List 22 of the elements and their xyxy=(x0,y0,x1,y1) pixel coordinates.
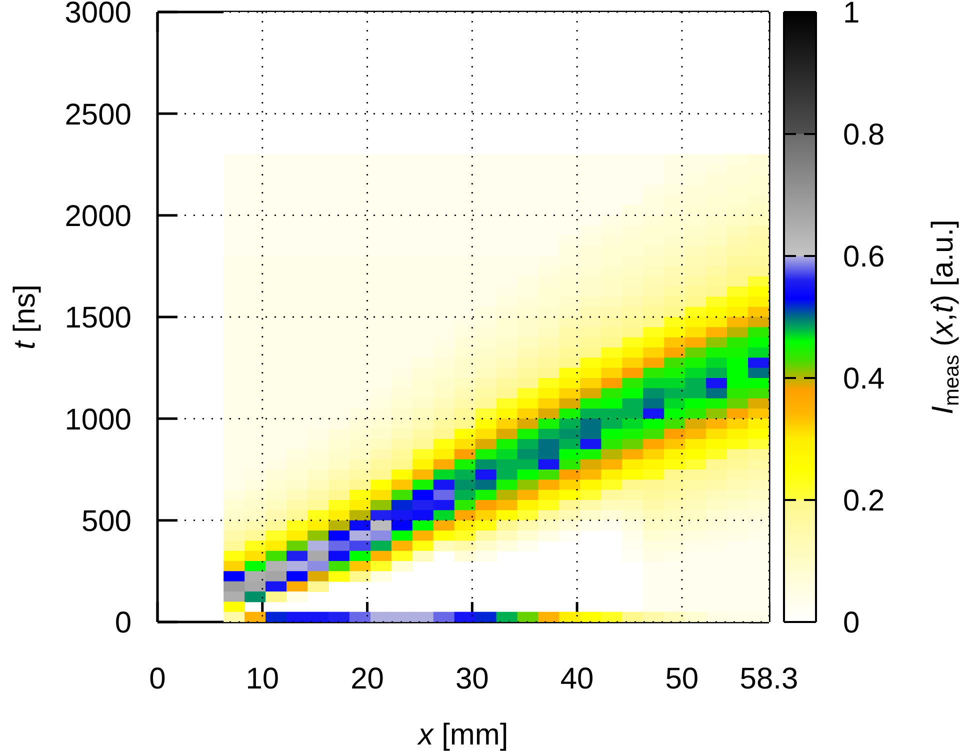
color-bar-label: 0.8 xyxy=(843,118,885,152)
x-tick-label: 20 xyxy=(350,662,384,696)
x-tick-label: 10 xyxy=(246,662,280,696)
x-tick-label: 30 xyxy=(455,662,489,696)
x-axis-title: x [mm] xyxy=(416,718,508,751)
color-bar-label: 0.2 xyxy=(843,484,885,518)
color-bar-label: 0 xyxy=(843,606,860,640)
color-bar-label: 0.6 xyxy=(843,240,885,274)
y-tick-label: 1000 xyxy=(64,403,132,436)
y-axis-title: t [ns] xyxy=(8,284,42,350)
y-tick-label: 0 xyxy=(114,606,132,640)
color-bar-label: 0.4 xyxy=(843,362,885,396)
x-tick-label: 0 xyxy=(149,662,166,696)
x-tick-label: 50 xyxy=(665,662,699,696)
y-tick-label: 2500 xyxy=(64,98,132,132)
color-bar-label: 1 xyxy=(843,0,860,30)
x-tick-label: 58.3 xyxy=(740,662,798,696)
x-tick-label: 40 xyxy=(560,662,594,696)
y-tick-label: 3000 xyxy=(64,0,132,30)
y-tick-label: 500 xyxy=(81,504,132,538)
y-tick-label: 1500 xyxy=(64,302,132,335)
y-tick-label: 2000 xyxy=(64,200,132,233)
